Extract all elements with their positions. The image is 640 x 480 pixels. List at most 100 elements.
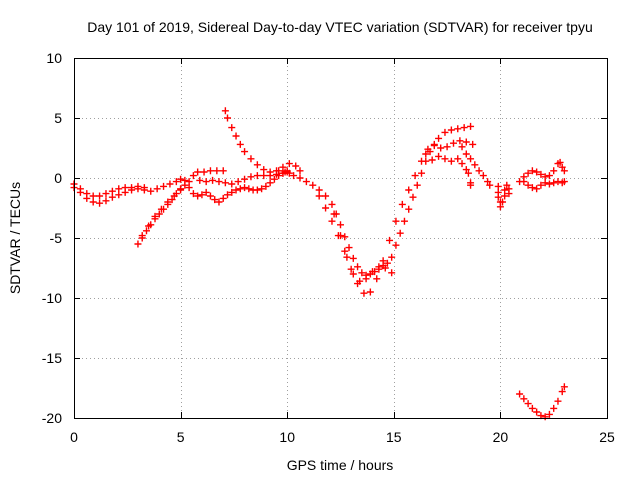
data-point — [309, 181, 317, 189]
data-point — [381, 264, 389, 272]
data-point — [253, 172, 261, 180]
data-points — [70, 107, 568, 421]
data-point — [164, 198, 172, 206]
data-point — [285, 169, 293, 177]
data-point — [388, 269, 396, 277]
data-point — [462, 166, 470, 174]
data-point — [505, 190, 513, 198]
data-point — [349, 270, 357, 278]
data-point — [496, 203, 504, 211]
data-point — [260, 172, 268, 180]
y-tick-label: 10 — [46, 50, 62, 66]
data-point — [541, 173, 549, 181]
data-point — [189, 172, 197, 180]
data-point — [447, 126, 455, 134]
data-point — [499, 198, 507, 206]
data-point — [524, 169, 532, 177]
data-point — [524, 181, 532, 189]
data-point — [262, 182, 270, 190]
y-tick-label: -5 — [50, 230, 63, 246]
data-point — [215, 198, 223, 206]
data-point — [134, 182, 142, 190]
series-arc-2 — [70, 180, 148, 200]
data-point — [537, 181, 545, 189]
data-point — [151, 212, 159, 220]
data-point — [443, 143, 451, 151]
data-point — [290, 172, 298, 180]
data-point — [347, 265, 355, 273]
series-arc-15 — [516, 158, 568, 186]
data-point — [221, 179, 229, 187]
x-tick-label: 20 — [493, 429, 509, 445]
data-point — [554, 178, 562, 186]
data-point — [185, 184, 193, 192]
data-point — [89, 198, 97, 206]
series-arc-12 — [422, 150, 475, 189]
data-point — [447, 157, 455, 165]
data-point — [236, 185, 244, 193]
plot-frame — [74, 58, 608, 419]
data-point — [533, 408, 541, 416]
data-point — [550, 167, 558, 175]
data-point — [388, 253, 396, 261]
data-point — [315, 186, 323, 194]
data-point — [467, 181, 475, 189]
data-point — [428, 156, 436, 164]
data-point — [467, 155, 475, 163]
data-point — [341, 233, 349, 241]
data-point — [89, 192, 97, 200]
data-point — [486, 181, 494, 189]
data-point — [413, 181, 421, 189]
data-point — [349, 254, 357, 262]
series-arc-9 — [275, 122, 475, 279]
data-point — [479, 172, 487, 180]
data-point — [221, 107, 229, 115]
data-point — [501, 186, 509, 194]
data-point — [196, 176, 204, 184]
data-point — [545, 410, 553, 418]
data-point — [550, 404, 558, 412]
data-point — [83, 190, 91, 198]
data-point — [368, 268, 376, 276]
data-point — [328, 217, 336, 225]
data-point — [279, 163, 287, 171]
data-point — [115, 191, 123, 199]
data-point — [458, 160, 466, 168]
data-point — [153, 185, 161, 193]
series-arc-8 — [221, 107, 304, 176]
data-point — [360, 289, 368, 297]
series-arc-17 — [516, 383, 568, 421]
data-point — [145, 222, 153, 230]
data-point — [224, 191, 232, 199]
x-tick-label: 0 — [70, 429, 78, 445]
data-point — [558, 163, 566, 171]
data-point — [454, 155, 462, 163]
data-point — [189, 190, 197, 198]
data-point — [462, 150, 470, 158]
data-point — [215, 178, 223, 186]
data-point — [560, 178, 568, 186]
data-point — [140, 184, 148, 192]
data-point — [177, 186, 185, 194]
data-point — [134, 240, 142, 248]
data-point — [560, 167, 568, 175]
data-point — [373, 275, 381, 283]
data-point — [337, 221, 344, 229]
data-point — [296, 174, 304, 182]
data-point — [494, 182, 502, 190]
data-point — [528, 404, 536, 412]
data-point — [202, 188, 210, 196]
data-point — [247, 173, 255, 181]
data-point — [418, 157, 426, 165]
data-point — [232, 132, 240, 140]
x-tick-label: 25 — [599, 429, 615, 445]
x-tick-label: 10 — [279, 429, 295, 445]
chart-title: Day 101 of 2019, Sidereal Day-to-day VTE… — [87, 19, 593, 35]
data-point — [358, 269, 366, 277]
data-point — [405, 186, 413, 194]
data-point — [454, 125, 462, 133]
data-point — [322, 192, 330, 200]
series-arc-16 — [520, 178, 568, 193]
data-point — [157, 205, 165, 213]
